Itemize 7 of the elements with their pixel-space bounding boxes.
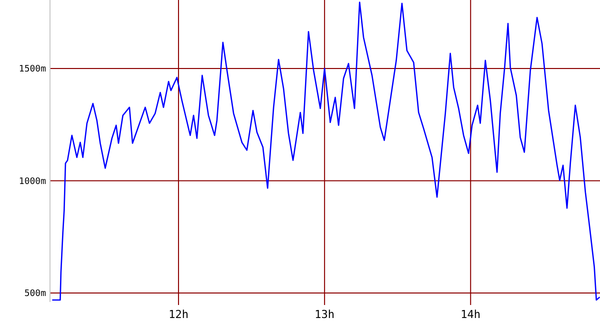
x-tick-label: 13h — [314, 308, 334, 321]
line-series — [52, 2, 600, 301]
x-tick-label: 12h — [168, 308, 188, 321]
y-tick-label: 1500m — [18, 64, 46, 75]
y-tick-label: 500m — [24, 289, 46, 300]
x-tick-label: 14h — [460, 308, 481, 321]
y-tick-label: 1000m — [18, 176, 46, 187]
